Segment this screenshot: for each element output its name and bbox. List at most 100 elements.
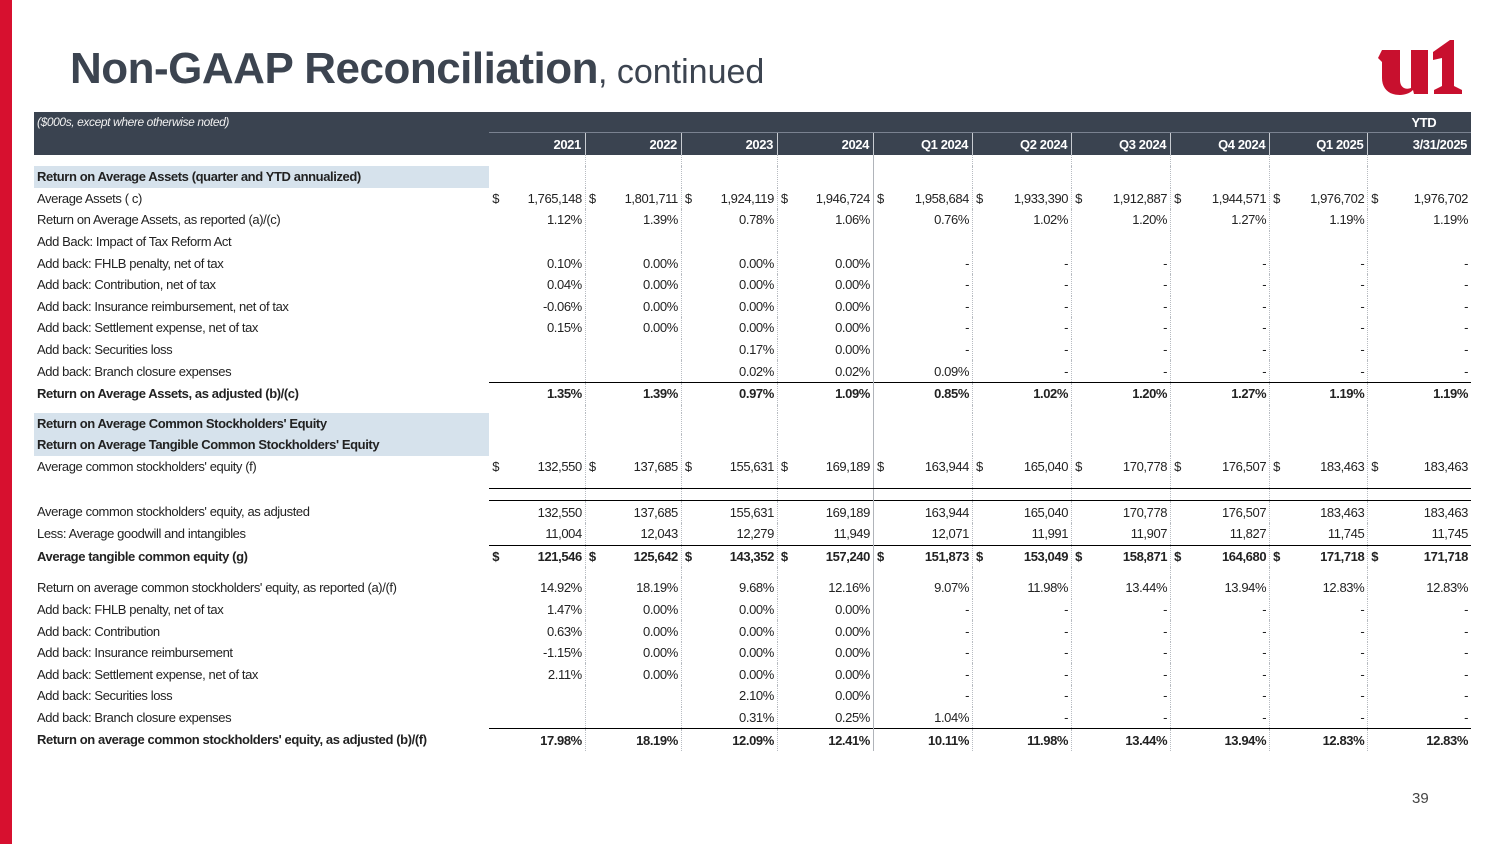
column-header: 3/31/2025 (1367, 132, 1471, 155)
spacer-cell (776, 488, 803, 501)
table-row: Return on Average Assets, as reported (a… (34, 209, 1471, 231)
currency-cell (1170, 209, 1196, 231)
value-cell: 0.00% (835, 277, 870, 293)
spacer-cell (872, 567, 899, 578)
currency-cell (776, 338, 803, 361)
value-cell: 171,718 (1294, 544, 1368, 568)
value-cell: - (1262, 666, 1267, 682)
currency-cell (776, 685, 803, 707)
value-cell: - (1262, 320, 1267, 336)
currency-cell (972, 317, 998, 339)
currency-cell (972, 685, 998, 707)
value-cell: 13.44% (1125, 580, 1168, 596)
value-cell: 12.16% (828, 580, 870, 596)
currency-cell (1269, 663, 1295, 686)
value-cell: 14.92% (540, 580, 582, 596)
currency-cell (1170, 706, 1196, 729)
spacer-cell (34, 567, 489, 577)
currency-cell (680, 641, 707, 664)
page-title: Non-GAAP Reconciliation, continued (70, 44, 764, 94)
currency-cell (872, 641, 899, 664)
spacer-cell (1367, 488, 1393, 501)
currency-cell (1170, 577, 1196, 599)
value-cell (1295, 231, 1368, 253)
spacer-cell (802, 405, 873, 413)
value-cell: - (1464, 688, 1468, 704)
currency-cell (776, 500, 803, 523)
currency-cell (1269, 252, 1295, 274)
value-cell: - (1064, 688, 1069, 704)
currency-cell (489, 231, 514, 253)
value-cell: 1.20% (1132, 212, 1168, 228)
spacer-cell (489, 567, 514, 577)
spacer-cell (898, 434, 972, 456)
spacer-cell (998, 434, 1072, 456)
spacer-cell (584, 404, 611, 413)
currency-cell (1170, 317, 1196, 339)
spacer-cell (776, 434, 803, 456)
currency-cell (872, 577, 899, 599)
value-cell: 137,685 (610, 500, 682, 523)
currency-cell (972, 706, 998, 729)
spacer-cell (1393, 405, 1471, 413)
currency-cell (776, 273, 803, 296)
column-header: Q1 2025 (1269, 132, 1368, 155)
column-header: 2021 (489, 132, 586, 155)
value-cell: - (1163, 255, 1168, 271)
currency-cell (1269, 273, 1295, 296)
value-cell: 9.07% (934, 580, 970, 596)
spacer-cell (489, 166, 514, 188)
currency-cell (972, 663, 998, 686)
value-cell: 176,507 (1195, 500, 1270, 523)
value-cell: 121,546 (514, 544, 586, 568)
currency-cell (776, 295, 803, 318)
spacer-cell (1071, 477, 1097, 490)
currency-cell (680, 706, 707, 729)
currency-cell (1071, 685, 1097, 707)
currency-cell (584, 273, 611, 296)
currency-cell (1367, 598, 1393, 621)
spacer-cell (680, 166, 707, 188)
table-row: Add back: Securities loss 0.17% 0.00% - - - - -… (34, 338, 1471, 361)
currency-cell: $ (776, 455, 803, 478)
value-cell: - (1360, 320, 1365, 336)
value-cell: 0.00% (643, 623, 678, 639)
value-cell: - (1464, 709, 1468, 725)
spacer-cell (1269, 567, 1295, 578)
table-row: Add back: Settlement expense, net of tax… (34, 663, 1471, 686)
value-cell: - (1163, 666, 1168, 682)
currency-cell: $ (1170, 187, 1196, 210)
value-cell: 153,049 (997, 544, 1072, 568)
value-cell: 125,642 (610, 544, 682, 568)
value-cell: 151,873 (898, 544, 973, 568)
value-cell: 1,944,571 (1211, 190, 1267, 206)
currency-cell (1170, 338, 1196, 361)
value-cell: 0.15% (546, 320, 582, 336)
value-cell (610, 707, 681, 729)
spacer-cell (1097, 489, 1171, 501)
currency-cell (489, 296, 514, 318)
currency-cell (1170, 685, 1196, 707)
spacer-cell (34, 477, 489, 489)
value-cell: 12,071 (931, 526, 970, 542)
currency-cell (489, 523, 514, 545)
value-cell (514, 685, 585, 707)
row-label: Add back: Settlement expense, net of tax (37, 666, 259, 682)
value-cell: 1.47% (546, 601, 582, 617)
currency-cell (776, 598, 803, 621)
value-cell (998, 231, 1072, 253)
value-cell: 1.20% (1096, 381, 1171, 405)
currency-cell (972, 598, 998, 621)
spacer-cell (872, 166, 899, 188)
spacer-cell (1295, 434, 1368, 456)
currency-cell (1170, 663, 1196, 686)
currency-cell: $ (1071, 544, 1097, 568)
spacer-row (34, 404, 1471, 413)
spacer-cell (514, 405, 585, 413)
value-cell: 155,631 (729, 459, 775, 475)
spacer-cell (776, 166, 803, 188)
currency-cell (584, 252, 611, 274)
value-cell: - (1163, 688, 1168, 704)
currency-cell: $ (1071, 455, 1097, 478)
spacer-cell (706, 155, 777, 166)
